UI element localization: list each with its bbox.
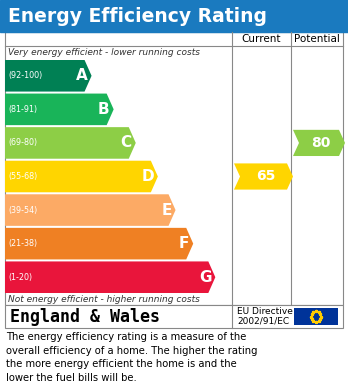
Text: E: E (161, 203, 172, 217)
Bar (5, 32, 343, 305)
Text: (69-80): (69-80) (8, 138, 37, 147)
Text: B: B (98, 102, 110, 117)
Bar (5, 305, 343, 328)
Text: (39-54): (39-54) (8, 206, 37, 215)
Text: A: A (76, 68, 88, 83)
Polygon shape (234, 163, 293, 190)
Text: The energy efficiency rating is a measure of the
overall efficiency of a home. T: The energy efficiency rating is a measur… (6, 332, 258, 383)
Text: England & Wales: England & Wales (10, 307, 160, 325)
Text: (81-91): (81-91) (8, 105, 37, 114)
Text: (1-20): (1-20) (8, 273, 32, 282)
Text: (21-38): (21-38) (8, 239, 37, 248)
Polygon shape (5, 161, 158, 192)
Text: Not energy efficient - higher running costs: Not energy efficient - higher running co… (8, 294, 200, 303)
Text: 2002/91/EC: 2002/91/EC (237, 317, 289, 326)
Text: D: D (141, 169, 154, 184)
Polygon shape (5, 262, 215, 293)
Text: C: C (121, 135, 132, 151)
Polygon shape (5, 194, 175, 226)
Polygon shape (5, 93, 114, 125)
Text: Potential: Potential (294, 34, 340, 44)
Polygon shape (5, 228, 193, 260)
Text: Very energy efficient - lower running costs: Very energy efficient - lower running co… (8, 48, 200, 57)
Polygon shape (5, 60, 92, 91)
Polygon shape (293, 130, 345, 156)
Bar (294, 308, 338, 325)
Text: G: G (199, 270, 211, 285)
Text: (92-100): (92-100) (8, 71, 42, 80)
Text: EU Directive: EU Directive (237, 307, 293, 316)
Bar (0, 0, 348, 32)
Text: Current: Current (242, 34, 281, 44)
Polygon shape (5, 127, 136, 159)
Text: 65: 65 (256, 170, 275, 183)
Text: (55-68): (55-68) (8, 172, 37, 181)
Text: 80: 80 (311, 136, 331, 150)
Text: Energy Efficiency Rating: Energy Efficiency Rating (8, 7, 267, 25)
Text: F: F (179, 236, 189, 251)
